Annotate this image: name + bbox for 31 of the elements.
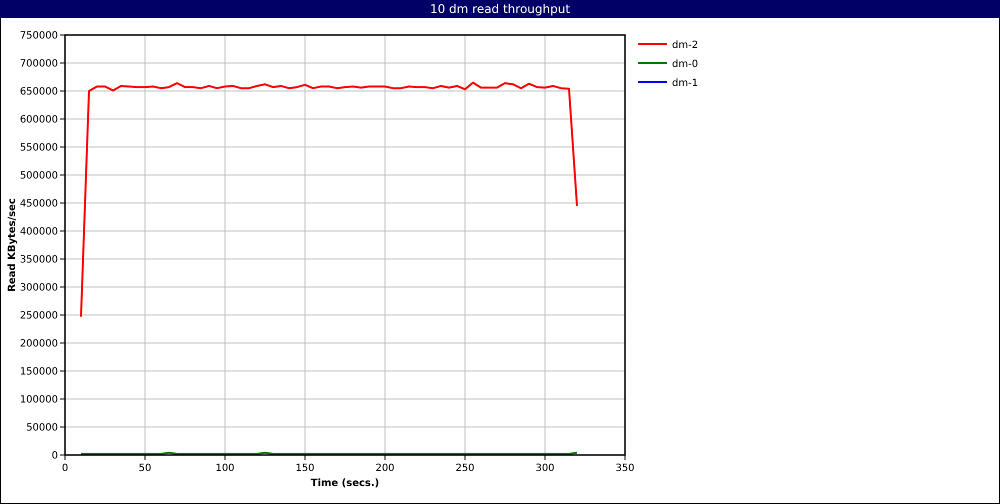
x-tick-label: 200 xyxy=(375,463,395,474)
y-tick-label: 350000 xyxy=(20,254,58,266)
x-tick-label: 50 xyxy=(138,463,152,474)
y-tick-label: 750000 xyxy=(20,30,58,42)
y-tick-label: 0 xyxy=(52,450,58,462)
y-tick-label: 550000 xyxy=(20,142,58,154)
y-tick-label: 150000 xyxy=(20,366,58,378)
y-tick-label: 500000 xyxy=(20,170,58,182)
y-tick-label: 700000 xyxy=(20,58,58,70)
chart-title: 10 dm read throughput xyxy=(430,2,570,16)
line-series xyxy=(80,82,578,318)
y-tick-label: 250000 xyxy=(20,310,58,322)
y-tick-label: 100000 xyxy=(20,394,58,406)
y-tick-label: 600000 xyxy=(20,114,58,126)
y-axis-title: Read KBytes/sec xyxy=(7,198,18,292)
x-tick-label: 300 xyxy=(535,463,555,474)
y-tick-label: 650000 xyxy=(20,86,58,98)
x-tick-label: 250 xyxy=(455,463,475,474)
x-tick-label: 0 xyxy=(62,463,68,474)
legend-label: dm-0 xyxy=(672,59,698,70)
y-tick-label: 400000 xyxy=(20,226,58,238)
y-tick-label: 300000 xyxy=(20,282,58,294)
y-tick-label: 200000 xyxy=(20,338,58,350)
x-tick-label: 350 xyxy=(615,463,635,474)
legend-label: dm-2 xyxy=(672,40,698,51)
x-tick-label: 150 xyxy=(295,463,315,474)
legend-label: dm-1 xyxy=(672,78,698,89)
x-tick-label: 100 xyxy=(215,463,235,474)
y-tick-label: 50000 xyxy=(26,422,58,434)
y-tick-label: 450000 xyxy=(20,198,58,210)
x-axis-title: Time (secs.) xyxy=(310,478,380,489)
